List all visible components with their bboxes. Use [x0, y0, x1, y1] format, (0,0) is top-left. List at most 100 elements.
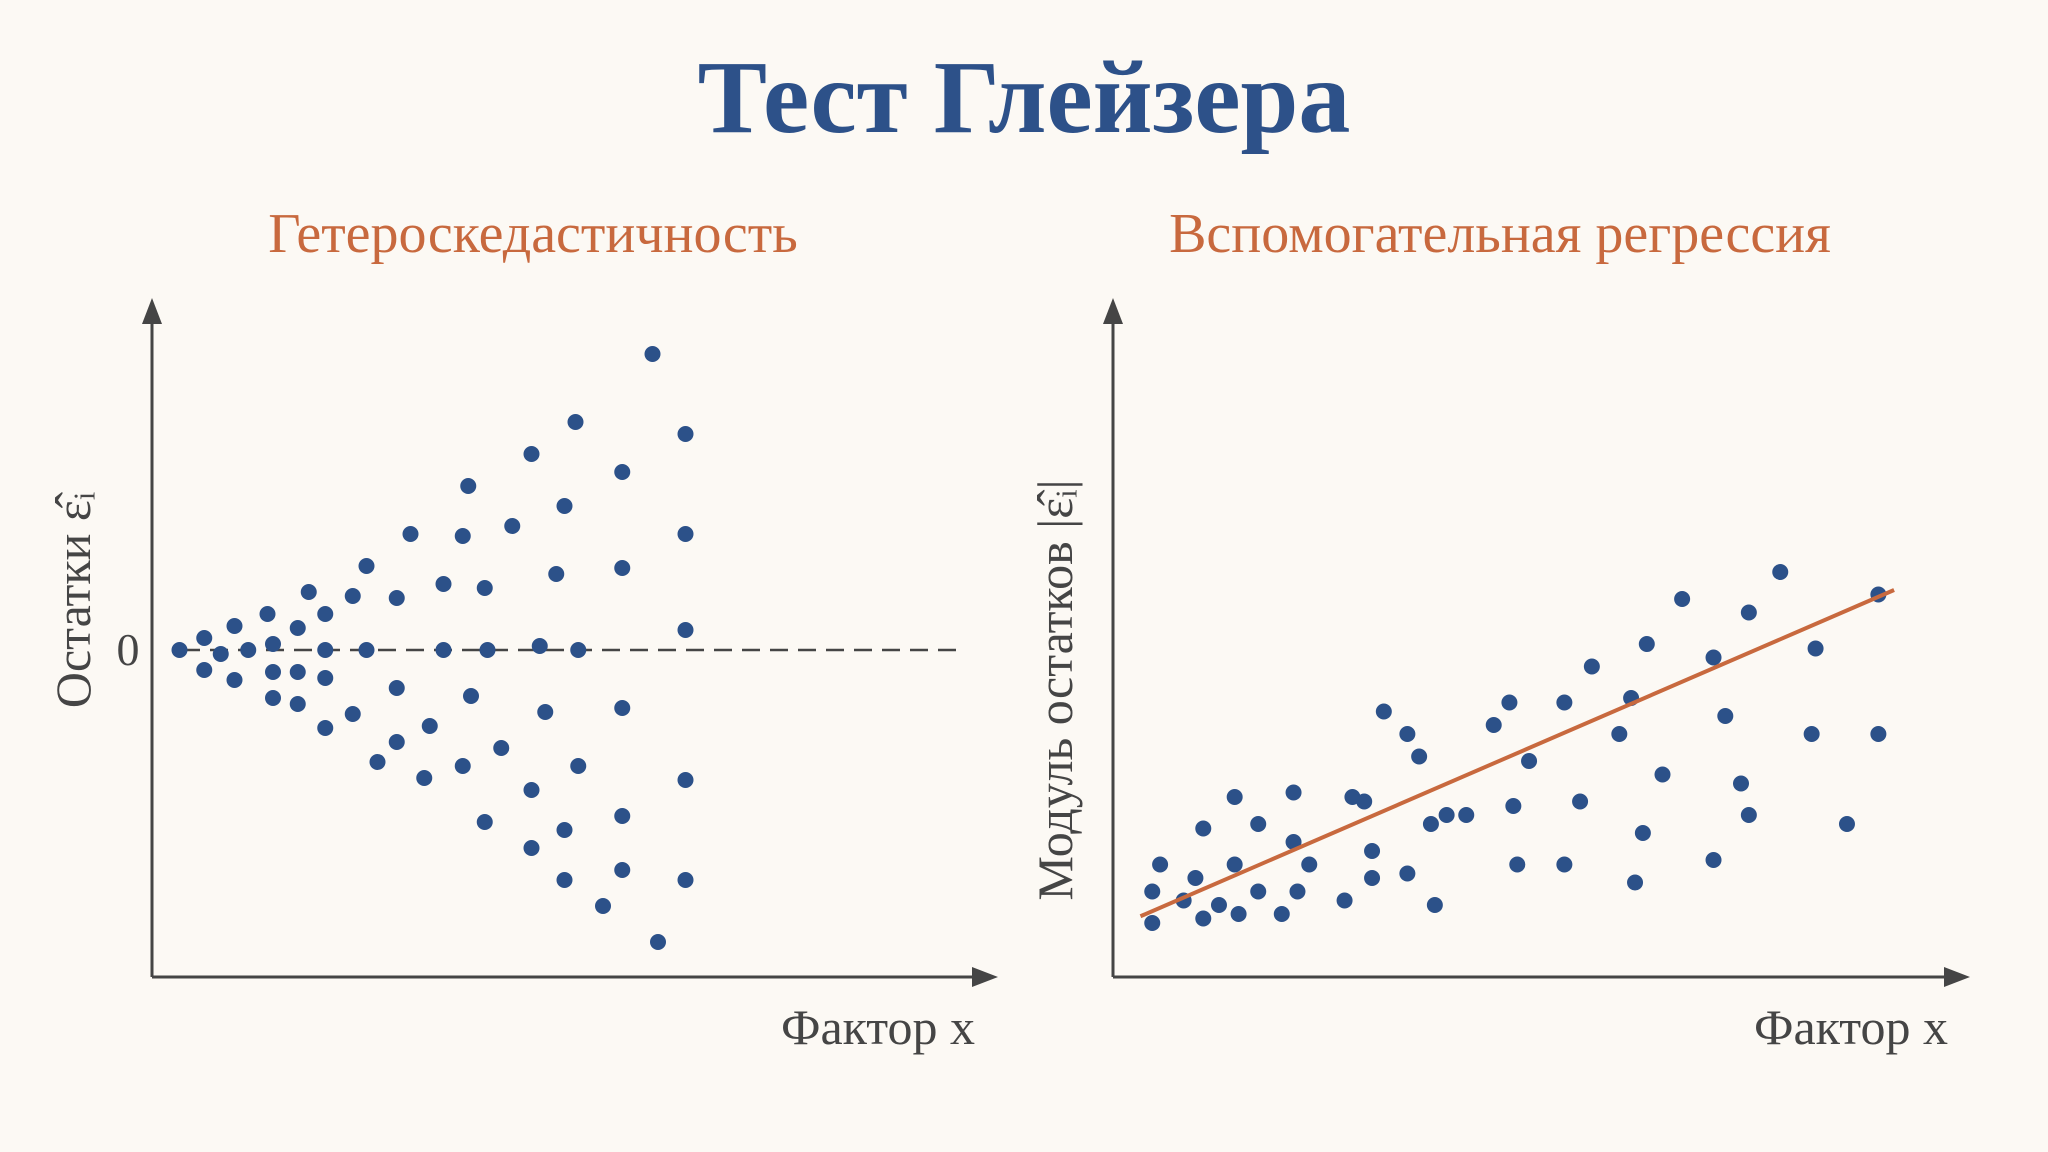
scatter-point: [1364, 843, 1381, 859]
scatter-point: [504, 518, 521, 534]
scatter-point: [402, 526, 419, 542]
scatter-point: [1717, 708, 1734, 724]
scatter-point: [1438, 807, 1455, 823]
scatter-point: [1807, 640, 1824, 657]
scatter-point: [595, 898, 611, 914]
scatter-point: [1740, 604, 1757, 621]
scatter-point: [614, 560, 631, 576]
scatter-point: [240, 642, 257, 658]
scatter-point: [1289, 883, 1306, 900]
scatter-point: [493, 740, 510, 756]
scatter-point: [317, 720, 334, 736]
scatter-point: [1336, 892, 1353, 909]
scatter-point: [289, 664, 306, 680]
scatter-point: [1740, 807, 1757, 823]
y-axis-label: Остатки ε̂ᵢ: [45, 492, 101, 708]
y-axis-label: Модуль остатков |ε̂ᵢ|: [1027, 480, 1083, 901]
y-axis-arrow-icon: [142, 298, 162, 324]
scatter-point: [1509, 856, 1526, 873]
scatter-point: [1485, 717, 1502, 733]
scatter-point: [556, 872, 573, 888]
scatter-point: [1870, 726, 1887, 742]
scatter-point: [317, 606, 334, 622]
heteroscedasticity-panel: Гетероскедастичность 0 Фактор x Остатки …: [45, 203, 998, 1055]
scatter-point: [677, 426, 694, 442]
scatter-point: [358, 558, 375, 574]
scatter-point: [388, 734, 405, 750]
slide-title: Тест Глейзера: [698, 40, 1351, 155]
scatter-point: [463, 688, 479, 704]
scatter-point: [416, 770, 433, 786]
scatter-point: [196, 662, 213, 678]
scatter-point: [1195, 820, 1212, 837]
scatter-point: [226, 672, 243, 688]
scatter-point: [317, 670, 334, 686]
scatter-point: [1803, 726, 1820, 742]
scatter-point: [289, 696, 306, 712]
scatter-point: [650, 934, 666, 950]
scatter-point: [265, 636, 281, 652]
scatter-point: [1611, 726, 1628, 742]
scatter-point: [644, 346, 661, 362]
scatter-point: [1521, 753, 1538, 769]
scatter-point: [1411, 748, 1428, 765]
scatter-point: [265, 664, 281, 680]
scatter-point: [300, 584, 317, 600]
scatter-point: [1187, 870, 1204, 886]
scatter-point: [259, 606, 276, 622]
scatter-point: [1772, 564, 1789, 580]
scatter-point: [1733, 775, 1749, 792]
scatter-point: [1572, 793, 1589, 810]
scatter-point: [388, 590, 405, 606]
scatter-point: [454, 528, 471, 544]
scatter-point: [460, 478, 477, 494]
scatter-point: [548, 566, 565, 582]
scatter-point: [523, 446, 540, 462]
scatter-point: [556, 822, 573, 838]
scatter-point: [388, 680, 405, 696]
scatter-point: [1422, 816, 1439, 832]
scatter-point: [677, 772, 694, 788]
scatter-point: [479, 642, 496, 658]
scatter-point: [614, 808, 631, 824]
scatter-point: [614, 862, 631, 878]
scatter-point: [171, 642, 188, 658]
scatter-point: [1301, 856, 1318, 873]
scatter-point: [1705, 649, 1722, 666]
scatter-point: [435, 576, 452, 592]
scatter-point: [435, 642, 452, 658]
scatter-point: [1152, 856, 1169, 873]
scatter-point: [317, 642, 334, 658]
scatter-point: [1250, 883, 1267, 900]
scatter-point: [523, 782, 540, 798]
scatter-point: [1505, 798, 1522, 814]
scatter-point: [1226, 856, 1243, 873]
scatter-point: [570, 758, 587, 774]
scatter-point: [1375, 703, 1392, 720]
scatter-point: [556, 498, 573, 514]
scatter-point: [476, 814, 493, 830]
auxiliary-regression-chart-title: Вспомогательная регрессия: [1169, 203, 1831, 265]
abs-residual-points: [1144, 564, 1887, 931]
scatter-point: [1556, 856, 1573, 873]
scatter-point: [1638, 636, 1655, 652]
x-axis-arrow-icon: [1944, 967, 1970, 987]
scatter-point: [212, 646, 229, 662]
scatter-point: [614, 700, 631, 716]
scatter-point: [537, 704, 554, 720]
scatter-point: [421, 718, 438, 734]
scatter-point: [1705, 852, 1722, 868]
scatter-point: [677, 872, 694, 888]
scatter-point: [1556, 694, 1573, 711]
x-axis-label: Фактор x: [781, 999, 975, 1055]
y-tick-label-zero: 0: [117, 624, 140, 675]
scatter-point: [1210, 897, 1227, 913]
scatter-point: [1627, 874, 1644, 891]
scatter-point: [196, 630, 213, 646]
scatter-point: [1273, 906, 1290, 922]
scatter-point: [1144, 883, 1161, 900]
scatter-point: [369, 754, 386, 770]
scatter-point: [344, 588, 361, 604]
heteroscedasticity-chart-title: Гетероскедастичность: [268, 203, 798, 265]
